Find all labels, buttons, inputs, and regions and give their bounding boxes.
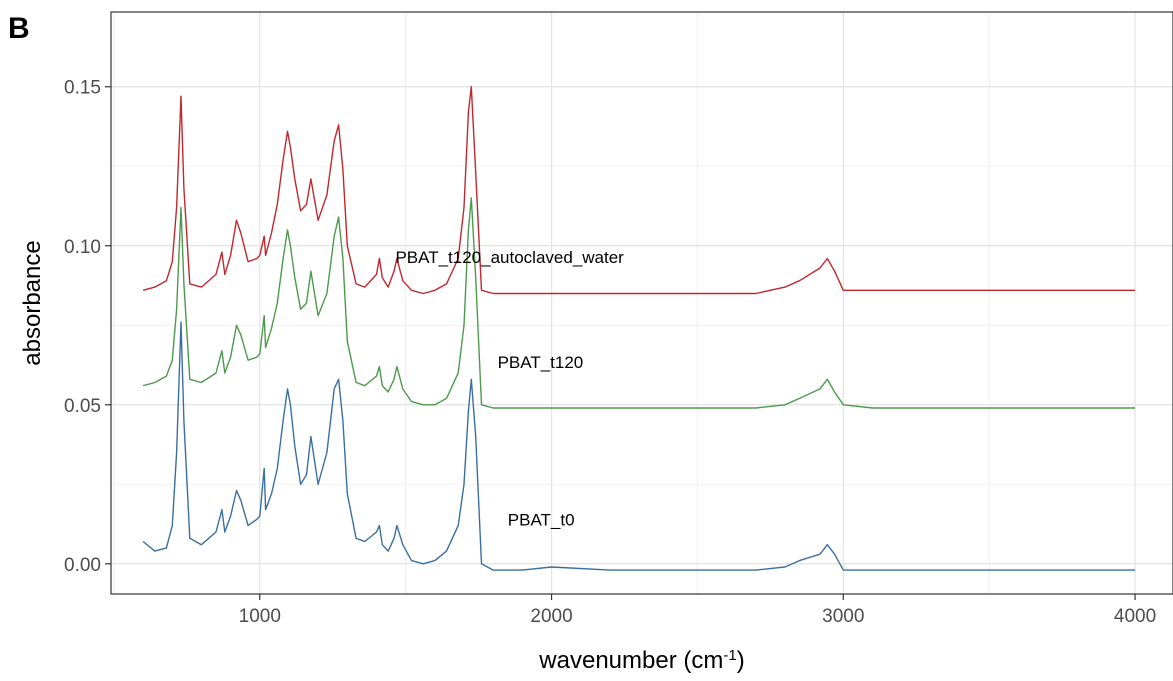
x-tick-label: 1000: [239, 606, 281, 627]
y-tick-label: 0.10: [64, 237, 101, 258]
x-tick-label: 4000: [1114, 606, 1156, 627]
series-lines: [142, 85, 1136, 571]
y-tick-label: 0.05: [64, 396, 101, 417]
x-axis-ticks: 1000 2000 3000 4000: [239, 594, 1156, 627]
panel-label: B: [8, 12, 30, 45]
y-tick-label: 0.15: [64, 78, 101, 99]
x-tick-label: 3000: [822, 606, 864, 627]
plot-border: [110, 11, 1173, 595]
series-line-1: [142, 197, 1136, 409]
y-tick-label: 0.00: [64, 555, 101, 576]
x-tick-label: 2000: [530, 606, 572, 627]
series-labels: PBAT_t0 PBAT_t120 PBAT_t120_autoclaved_wat…: [395, 248, 624, 529]
series-line-0: [142, 321, 1136, 571]
series-label-2: PBAT_t120_autoclaved_water: [395, 248, 624, 267]
series-label-1: PBAT_t120: [498, 353, 584, 372]
y-axis-title: absorbance: [19, 240, 46, 365]
grid-lines: [111, 12, 1173, 594]
y-axis-ticks: 0.00 0.05 0.10 0.15: [64, 78, 111, 576]
series-label-0: PBAT_t0: [508, 511, 575, 530]
plot-background: [111, 12, 1173, 594]
x-axis-title: wavenumber (cm-1): [538, 647, 744, 675]
series-line-2: [142, 85, 1136, 295]
